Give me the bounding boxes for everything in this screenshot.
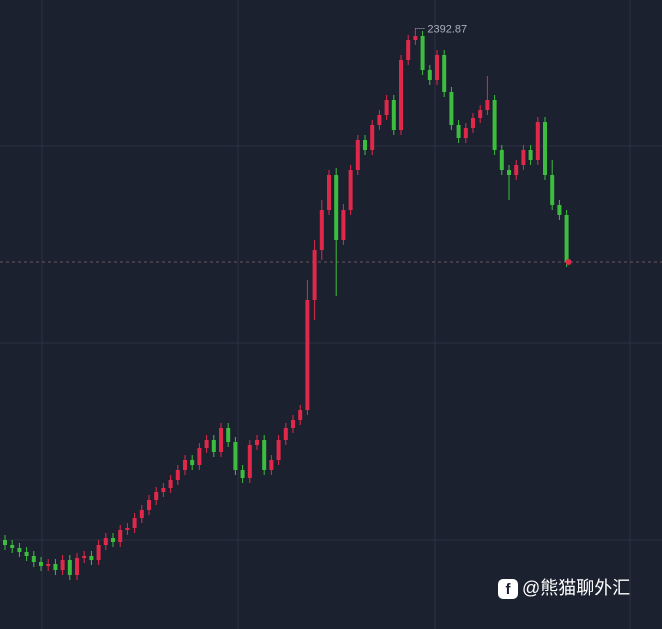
candle-body	[406, 40, 411, 60]
candle-body	[427, 70, 432, 80]
candle-body	[507, 170, 511, 175]
candle-body	[168, 480, 173, 488]
candle-body	[435, 55, 439, 80]
candle-body	[521, 150, 526, 165]
candle-body	[103, 538, 108, 545]
candle-body	[17, 548, 22, 552]
candle-body	[456, 125, 461, 138]
candle-body	[564, 215, 569, 262]
candle-body	[31, 556, 36, 562]
candle-body	[10, 545, 15, 548]
candle-body	[132, 518, 137, 528]
max-label: 2392.87	[427, 23, 467, 35]
candle-body	[514, 165, 519, 175]
candle-body	[471, 118, 475, 128]
candle-body	[492, 100, 497, 150]
candle-body	[377, 115, 382, 125]
candle-body	[190, 460, 195, 465]
watermark: f @熊猫聊外汇	[498, 578, 630, 599]
candle-body	[60, 560, 65, 570]
candle-body	[197, 448, 202, 465]
candle-body	[348, 170, 353, 210]
candle-body	[111, 538, 115, 542]
candle-body	[535, 122, 540, 160]
watermark-icon	[498, 579, 518, 599]
candle-body	[449, 92, 454, 125]
candle-body	[75, 558, 79, 575]
candle-body	[96, 545, 101, 560]
candle-body	[175, 470, 180, 480]
candle-body	[255, 440, 259, 445]
candle-body	[53, 564, 58, 570]
candle-body	[363, 140, 367, 150]
watermark-icon-glyph: f	[506, 581, 512, 598]
candle-body	[391, 100, 396, 130]
candle-body	[319, 210, 324, 250]
candle-body	[183, 460, 187, 470]
candle-body	[247, 445, 252, 478]
candle-body	[24, 552, 29, 556]
candle-body	[291, 420, 295, 428]
candle-body	[413, 36, 418, 40]
candle-body	[298, 410, 303, 420]
candle-body	[528, 150, 533, 160]
candle-body	[67, 560, 72, 575]
candle-body	[478, 110, 483, 118]
candle-body	[89, 556, 94, 560]
candle-body	[118, 530, 123, 542]
candle-body	[550, 175, 555, 205]
candle-body	[262, 440, 267, 470]
candle-body	[125, 528, 130, 530]
candle-body	[46, 564, 51, 566]
candle-body	[82, 556, 87, 558]
candle-body	[499, 150, 504, 170]
candle-body	[154, 492, 159, 500]
candle-body	[341, 210, 346, 240]
candle-body	[139, 510, 144, 518]
candle-body	[39, 562, 43, 566]
candle-body	[463, 128, 468, 138]
candle-body	[226, 428, 231, 442]
candle-body	[276, 440, 281, 460]
candle-body	[219, 428, 223, 452]
candle-body	[204, 440, 209, 448]
candle-body	[384, 100, 389, 115]
candle-body	[420, 36, 425, 70]
candle-body	[543, 122, 547, 175]
candle-body	[312, 250, 317, 300]
candle-body	[147, 500, 151, 510]
candle-body	[327, 175, 331, 210]
candle-body	[269, 460, 274, 470]
candle-body	[211, 440, 216, 452]
candle-body	[334, 175, 339, 240]
candle-body	[442, 55, 447, 92]
candle-body	[370, 125, 375, 150]
candle-body	[161, 488, 166, 492]
watermark-text: @熊猫聊外汇	[522, 578, 630, 598]
candle-body	[305, 300, 310, 410]
candle-body	[399, 60, 403, 130]
last-price-dot	[565, 259, 572, 265]
candle-body	[3, 540, 7, 545]
candle-body	[557, 205, 562, 215]
candle-body	[283, 428, 288, 440]
candle-body	[355, 140, 360, 170]
candle-body	[240, 470, 245, 478]
candle-body	[233, 442, 238, 470]
candle-body	[485, 100, 490, 110]
